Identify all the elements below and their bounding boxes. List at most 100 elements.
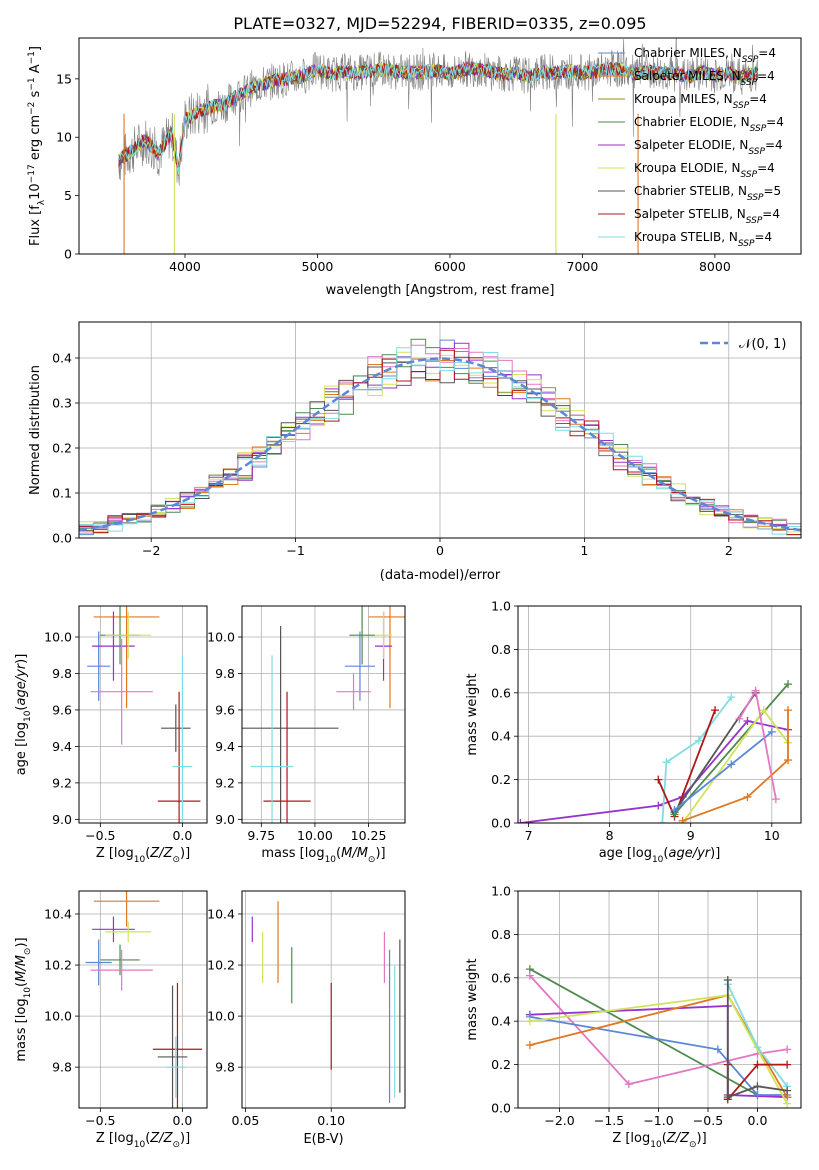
weight-point-marker <box>784 756 793 765</box>
y-tick-label: 9.6 <box>215 702 235 717</box>
y-tick-label: 1.0 <box>491 884 511 899</box>
weight-point-marker <box>753 1043 762 1052</box>
plot-area <box>525 965 792 1108</box>
legend-entry: Chabrier MILES, NSSP=4 <box>634 46 776 65</box>
weight-vs-Z-axes: −2.0 −1.5 −1.0 −0.5 0.0 0.0 0.2 0.4 0.6 0.8 1.0 Z [… <box>465 884 802 1150</box>
y-tick-label: 5 <box>64 188 72 203</box>
gaussian-reference-line <box>79 357 801 532</box>
x-tick-label: 6000 <box>434 259 466 274</box>
y-tick-label: 0.1 <box>52 486 72 501</box>
y-tick-label: 10.2 <box>207 958 235 973</box>
y-tick-label: 0.2 <box>491 1057 511 1072</box>
y-tick-label: 0.8 <box>491 642 511 657</box>
weight-point-marker <box>723 1093 732 1102</box>
x-tick-label: 7000 <box>567 259 599 274</box>
weight-point-marker <box>662 758 671 767</box>
weight-point-marker <box>784 706 793 715</box>
legend-entry: Salpeter MILES, NSSP=4 <box>634 69 775 88</box>
y-tick-label: 10.4 <box>44 906 72 921</box>
axes-frame <box>78 890 208 1109</box>
weight-series-line <box>682 710 789 822</box>
x-axis-label: Z [log10(Z/Z⊙)] <box>96 1131 190 1150</box>
y-tick-label: 10.0 <box>207 630 235 645</box>
x-axis-label: mass [log10(M/M⊙)] <box>261 846 385 865</box>
weight-point-marker <box>784 680 793 689</box>
weight-point-marker <box>783 1045 792 1054</box>
figure-title: PLATE=0327, MJD=52294, FIBERID=0335, z=0… <box>233 14 646 33</box>
weight-point-marker <box>713 1045 722 1054</box>
weight-point-marker <box>771 795 780 804</box>
y-tick-label: 10 <box>56 130 72 145</box>
x-tick-label: 8 <box>606 828 614 843</box>
y-tick-label: 0.6 <box>491 685 511 700</box>
axes-frame <box>78 37 802 255</box>
model-spectrum-kroupa-elodie <box>118 61 758 175</box>
mass-vs-ebv-axes: 0.05 0.10 9.8 10.0 10.2 10.4 <box>207 890 406 1128</box>
x-tick-label: 10.25 <box>351 828 387 843</box>
x-tick-label: 0.10 <box>317 1113 345 1128</box>
y-tick-label: 15 <box>56 71 72 86</box>
weight-point-marker <box>753 1082 762 1091</box>
x-axis-label: Z [log10(Z/Z⊙)] <box>96 846 190 865</box>
weight-point-marker <box>711 706 720 715</box>
weight-point-marker <box>525 1017 534 1026</box>
legend-entry: Kroupa STELIB, NSSP=4 <box>634 230 772 249</box>
y-tick-label: 9.8 <box>215 1060 235 1075</box>
spectrum-axes: 4000 5000 6000 7000 8000 0 5 10 15 wavelength [An… <box>27 37 802 298</box>
weight-point-marker <box>783 1099 792 1108</box>
y-tick-label: 0.0 <box>491 816 511 831</box>
weight-point-marker <box>678 816 687 823</box>
x-tick-label: 4000 <box>169 259 201 274</box>
gridlines <box>79 891 207 1108</box>
axes-frame <box>78 321 802 539</box>
x-tick-label: 7 <box>525 828 533 843</box>
y-tick-label: 0.4 <box>52 351 72 366</box>
y-tick-label: 0.4 <box>491 729 511 744</box>
axes-frame <box>241 605 406 824</box>
axes-frame <box>241 890 406 1109</box>
x-tick-label: −1 <box>286 543 304 558</box>
y-tick-label: 0 <box>64 247 72 262</box>
y-tick-label: 0.6 <box>491 970 511 985</box>
plot-area <box>118 38 759 254</box>
weight-point-marker <box>654 775 663 784</box>
weight-vs-age-axes: 7 8 9 10 0.0 0.2 0.4 0.6 0.8 1.0 age [log10(age/yr… <box>465 599 802 865</box>
axes-frame <box>517 890 802 1109</box>
y-tick-label: 0.8 <box>491 927 511 942</box>
weight-point-marker <box>727 693 736 702</box>
x-tick-label: 10.00 <box>297 828 333 843</box>
residual-histogram <box>79 347 801 535</box>
y-tick-label: 9.8 <box>215 666 235 681</box>
legend-entry: 𝒩(0, 1) <box>739 337 786 352</box>
age-vs-Z-axes: −0.5 0.0 9.0 9.2 9.4 9.6 9.8 10.0 Z [log10(Z/Z⊙)… <box>14 605 208 865</box>
y-tick-label: 9.2 <box>215 775 235 790</box>
weight-point-marker <box>759 706 768 715</box>
y-tick-label: 9.6 <box>52 702 72 717</box>
y-tick-label: 0.0 <box>491 1101 511 1116</box>
gridlines <box>242 891 405 1108</box>
legend-entry: Chabrier STELIB, NSSP=5 <box>634 184 781 203</box>
legend-entry: Kroupa ELODIE, NSSP=4 <box>634 161 775 180</box>
mass-vs-Z-axes: −0.5 0.0 9.8 10.0 10.2 10.4 Z [log10(Z/Z⊙)] mas… <box>14 890 208 1150</box>
weight-point-marker <box>783 1060 792 1069</box>
y-axis-label: mass weight <box>465 673 480 755</box>
weight-point-marker <box>694 736 703 745</box>
y-tick-label: 0.3 <box>52 396 72 411</box>
x-tick-label: −0.5 <box>85 1113 115 1128</box>
weight-point-marker <box>767 727 776 736</box>
x-axis-label: (data-model)/error <box>380 568 501 583</box>
y-axis-label: mass weight <box>465 958 480 1040</box>
y-tick-label: 9.2 <box>52 775 72 790</box>
weight-point-marker <box>518 819 525 823</box>
y-tick-label: 9.0 <box>52 812 72 827</box>
weight-point-marker <box>753 1060 762 1069</box>
axes-frame <box>517 605 802 824</box>
weight-point-marker <box>743 717 752 726</box>
x-tick-label: 5000 <box>302 259 334 274</box>
legend-entry: Salpeter ELODIE, NSSP=4 <box>634 138 783 157</box>
x-tick-label: 1 <box>580 543 588 558</box>
x-tick-label: −1.0 <box>643 1113 673 1128</box>
weight-series-line <box>529 1016 788 1096</box>
x-tick-label: 8000 <box>699 259 731 274</box>
